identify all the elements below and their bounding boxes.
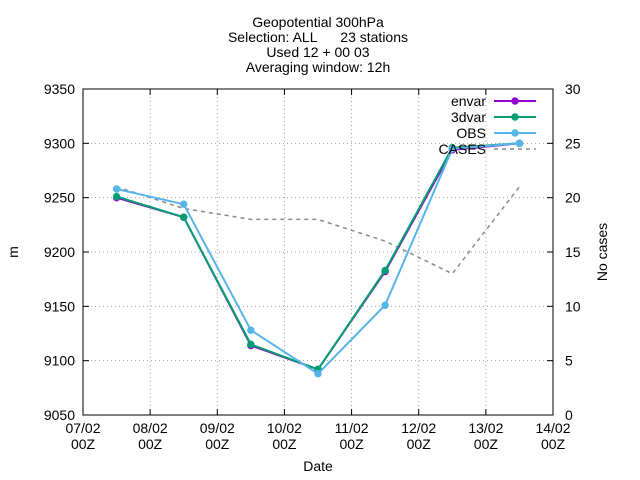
y2-tick-label: 20 — [565, 190, 581, 206]
x-tick-label-hour: 00Z — [474, 436, 499, 452]
y2-tick-label: 0 — [565, 407, 573, 423]
data-point-3dvar — [180, 213, 188, 221]
data-point-obs — [314, 370, 322, 378]
x-tick-label: 14/02 — [535, 420, 570, 436]
data-point-3dvar — [247, 340, 255, 349]
data-point-obs — [112, 185, 121, 193]
series-obs — [112, 139, 524, 378]
x-tick-label-hour: 00Z — [340, 436, 365, 452]
x-tick-label: 07/02 — [65, 420, 100, 436]
x-tick-label: 11/02 — [335, 420, 369, 436]
y-tick-label: 9300 — [44, 135, 75, 151]
series-envar — [112, 139, 524, 374]
y-axis: 9050 9100 9150 9200 9250 9300 9350 — [44, 81, 89, 423]
chart-title: Geopotential 300hPa Selection: ALL 23 st… — [228, 14, 408, 75]
series-layer — [112, 139, 524, 378]
y-axis-label: m — [5, 246, 21, 258]
y-tick-label: 9250 — [44, 190, 75, 206]
x-tick-label-hour: 00Z — [71, 436, 96, 452]
data-point-obs — [515, 139, 524, 148]
series-3dvar — [112, 139, 524, 374]
x-tick-label-hour: 00Z — [541, 436, 566, 452]
y2-axis: 0 5 10 15 20 25 30 — [547, 81, 581, 423]
x-tick-label: 12/02 — [401, 420, 436, 436]
series-line-cases — [116, 186, 520, 275]
y-tick-label: 9150 — [44, 298, 75, 314]
y-tick-label: 9050 — [44, 407, 75, 423]
data-point-3dvar — [381, 266, 389, 275]
x-tick-label: 13/02 — [468, 420, 503, 436]
data-point-obs — [247, 326, 255, 334]
y2-tick-label: 25 — [565, 135, 581, 151]
x-tick-label: 08/02 — [133, 420, 168, 436]
legend-label-3dvar: 3dvar — [451, 109, 486, 125]
x-tick-label-hour: 00Z — [407, 436, 432, 452]
x-axis: 07/0200Z08/0200Z09/0200Z10/0200Z11/0200Z… — [65, 89, 571, 452]
x-tick-label-hour: 00Z — [205, 436, 230, 452]
legend-label-cases: CASES — [439, 141, 486, 157]
series-cases — [116, 186, 520, 275]
x-tick-label-hour: 00Z — [138, 436, 163, 452]
legend-marker-3dvar — [511, 113, 519, 121]
x-tick-label-hour: 00Z — [272, 436, 297, 452]
y-tick-label: 9200 — [44, 244, 75, 260]
x-axis-label: Date — [303, 458, 333, 474]
y2-axis-label: No cases — [594, 223, 610, 281]
title-line-1: Geopotential 300hPa — [252, 14, 384, 30]
legend-marker-envar — [511, 97, 519, 105]
data-point-obs — [448, 145, 456, 153]
y-tick-label: 9350 — [44, 81, 75, 97]
data-point-obs — [381, 301, 389, 309]
legend-label-obs: OBS — [456, 125, 486, 141]
x-tick-label: 10/02 — [267, 420, 302, 436]
title-line-3: Used 12 + 00 03 — [266, 44, 369, 60]
y-tick-label: 9100 — [44, 353, 75, 369]
y2-tick-label: 15 — [565, 244, 581, 260]
series-line-3dvar — [116, 142, 520, 371]
data-point-obs — [180, 200, 188, 208]
data-point-3dvar — [112, 192, 121, 201]
y2-tick-label: 5 — [565, 353, 573, 369]
series-line-envar — [116, 142, 520, 371]
legend-marker-obs — [511, 129, 519, 137]
series-line-obs — [116, 142, 520, 375]
title-line-4: Averaging window: 12h — [246, 59, 391, 75]
legend-label-envar: envar — [451, 93, 486, 109]
title-line-2: Selection: ALL 23 stations — [228, 29, 408, 45]
y2-tick-label: 10 — [565, 298, 581, 314]
x-tick-label: 09/02 — [200, 420, 235, 436]
y2-tick-label: 30 — [565, 81, 581, 97]
